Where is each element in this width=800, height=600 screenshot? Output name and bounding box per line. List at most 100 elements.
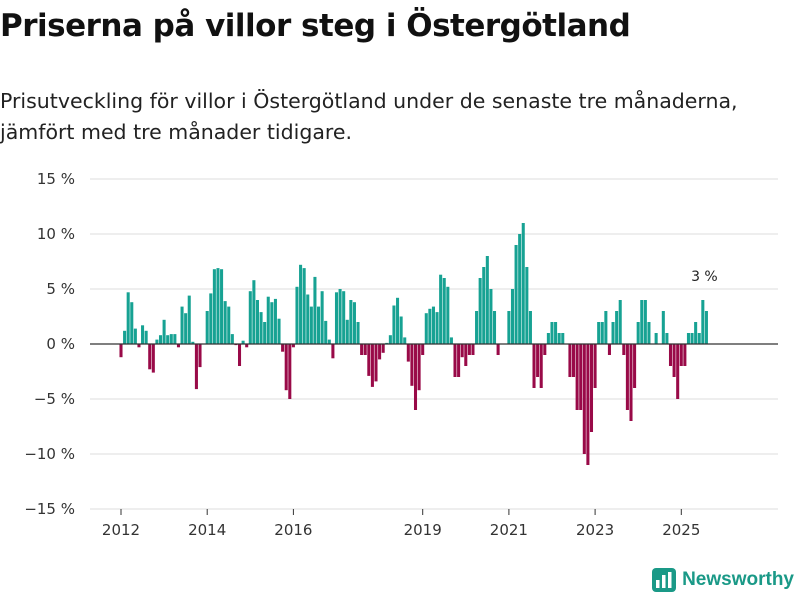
bar: [457, 344, 461, 377]
bar: [424, 313, 428, 344]
bar: [320, 291, 324, 344]
bar: [126, 292, 130, 344]
bar: [536, 344, 540, 377]
y-tick-label: 10 %: [37, 225, 75, 243]
bar: [270, 302, 274, 344]
bar: [417, 344, 421, 391]
bar: [248, 291, 252, 344]
bar: [374, 344, 378, 382]
bar: [514, 245, 518, 344]
bar: [148, 344, 152, 370]
bar: [388, 335, 392, 344]
bar: [133, 328, 137, 344]
bar: [220, 269, 224, 344]
bar: [360, 344, 364, 355]
x-tick-label: 2023: [576, 521, 614, 539]
bar: [629, 344, 633, 421]
bar: [223, 301, 227, 344]
bar: [342, 291, 346, 344]
bar: [209, 293, 213, 344]
bar: [151, 344, 155, 373]
bar: [489, 289, 493, 344]
bar: [543, 344, 547, 355]
bar: [600, 322, 604, 344]
bar: [582, 344, 586, 454]
bar: [324, 320, 328, 344]
bar: [367, 344, 371, 376]
bar: [686, 333, 690, 344]
bar: [428, 308, 432, 344]
bar: [532, 344, 536, 388]
bar: [162, 319, 166, 344]
bar: [299, 264, 303, 344]
bar: [593, 344, 597, 388]
gridlines: [90, 178, 778, 510]
bar: [471, 344, 475, 355]
bar: [668, 344, 673, 366]
bar: [561, 333, 565, 344]
bar: [155, 339, 159, 344]
x-tick-label: 2014: [188, 521, 226, 539]
x-tick-label: 2021: [490, 521, 528, 539]
bar: [184, 313, 188, 344]
bar: [119, 344, 123, 358]
bar: [572, 344, 576, 377]
bar: [241, 340, 245, 344]
brand-name: Newsworthy: [682, 569, 794, 590]
bar: [625, 344, 629, 410]
bar: [485, 256, 489, 344]
bar: [575, 344, 579, 410]
bar: [615, 311, 619, 344]
bar: [266, 296, 270, 344]
y-tick-label: −15 %: [24, 500, 75, 518]
bar: [568, 344, 572, 377]
bar: [245, 344, 249, 348]
x-tick-label: 2025: [662, 521, 700, 539]
bar: [413, 344, 418, 410]
bar: [683, 344, 687, 366]
bar: [313, 276, 317, 344]
y-tick-label: −10 %: [24, 445, 75, 463]
bar: [306, 294, 310, 344]
bar: [521, 223, 525, 344]
bar: [277, 318, 281, 344]
bar: [679, 344, 683, 366]
bar: [640, 300, 644, 344]
bar: [205, 311, 209, 344]
bar: [356, 322, 360, 344]
bar: [410, 344, 414, 386]
bar: [464, 344, 468, 366]
bar: [396, 297, 400, 344]
bar: [180, 306, 184, 344]
bar: [363, 344, 367, 355]
bar: [633, 344, 637, 388]
bar: [263, 322, 267, 344]
brand-logo[interactable]: Newsworthy: [652, 568, 794, 592]
bar: [141, 325, 145, 344]
bar: [622, 344, 626, 355]
y-tick-label: 0 %: [46, 335, 75, 353]
bar: [554, 322, 558, 344]
bar: [697, 333, 701, 344]
bar: [259, 312, 263, 344]
bar: [475, 311, 479, 344]
bar: [618, 300, 622, 344]
bar: [144, 330, 148, 344]
bar: [672, 344, 676, 377]
bar: [539, 344, 543, 388]
bar: [701, 300, 705, 344]
chart-title: Priserna på villor steg i Östergötland: [0, 8, 631, 44]
bar: [123, 330, 127, 344]
bar: [676, 344, 680, 399]
bar: [467, 344, 471, 355]
bar: [252, 280, 256, 344]
x-tick-label: 2019: [404, 521, 442, 539]
y-tick-label: 15 %: [37, 170, 75, 188]
last-value-label: 3 %: [691, 269, 718, 285]
bar: [604, 311, 608, 344]
bar: [442, 278, 446, 344]
bar: [130, 302, 134, 344]
bar: [403, 337, 407, 344]
bar: [690, 333, 694, 344]
